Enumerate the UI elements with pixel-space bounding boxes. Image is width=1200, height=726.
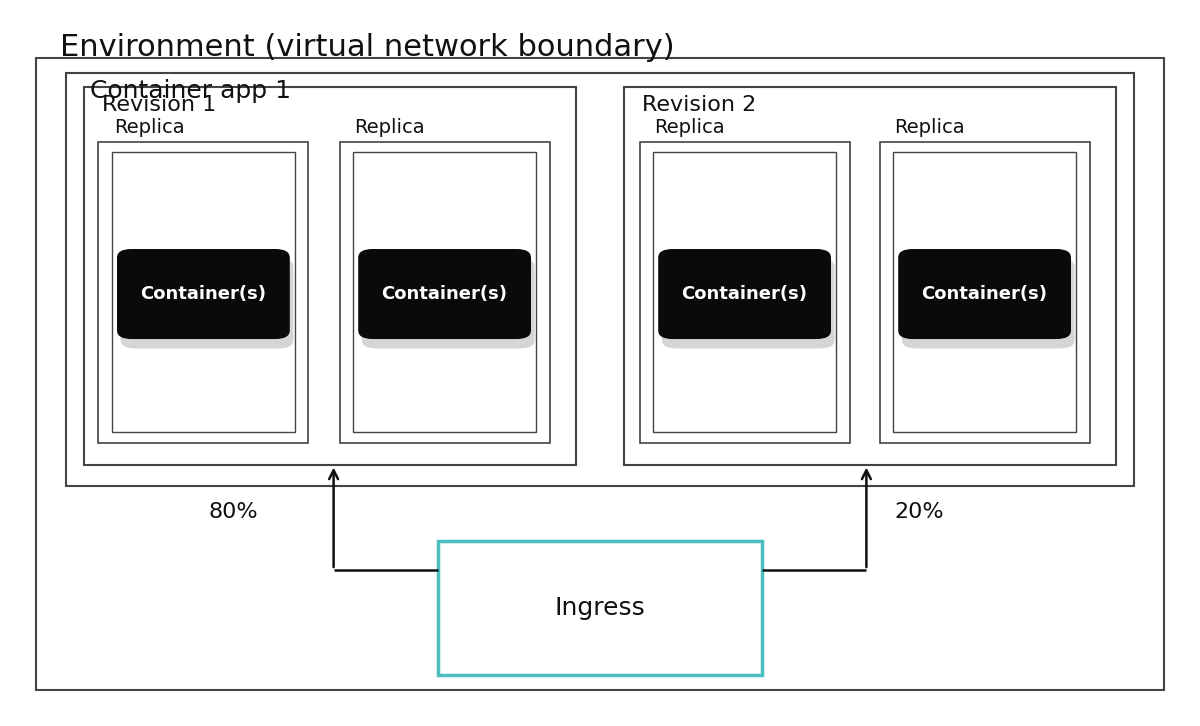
- Bar: [112, 152, 295, 432]
- FancyBboxPatch shape: [362, 258, 535, 348]
- Bar: [98, 142, 308, 443]
- FancyBboxPatch shape: [902, 258, 1075, 348]
- Text: Replica: Replica: [114, 118, 185, 136]
- FancyBboxPatch shape: [662, 258, 835, 348]
- Text: Revision 2: Revision 2: [642, 95, 756, 115]
- FancyBboxPatch shape: [121, 258, 293, 348]
- FancyBboxPatch shape: [658, 249, 830, 339]
- Text: Replica: Replica: [654, 118, 725, 136]
- Text: Container(s): Container(s): [682, 285, 808, 303]
- Text: Replica: Replica: [354, 118, 425, 136]
- Text: Environment (virtual network boundary): Environment (virtual network boundary): [60, 33, 674, 62]
- Bar: [84, 87, 576, 465]
- Bar: [66, 73, 1134, 486]
- Text: Container app 1: Container app 1: [90, 78, 292, 103]
- Text: Container(s): Container(s): [140, 285, 266, 303]
- Bar: [36, 58, 1164, 690]
- Text: Container(s): Container(s): [922, 285, 1048, 303]
- Bar: [438, 541, 762, 675]
- Text: Container(s): Container(s): [382, 285, 508, 303]
- FancyBboxPatch shape: [898, 249, 1072, 339]
- Bar: [340, 142, 550, 443]
- Text: 20%: 20%: [894, 502, 943, 522]
- Text: Ingress: Ingress: [554, 595, 646, 620]
- Text: 80%: 80%: [209, 502, 258, 522]
- FancyBboxPatch shape: [118, 249, 290, 339]
- Bar: [353, 152, 536, 432]
- Bar: [624, 87, 1116, 465]
- Text: Revision 1: Revision 1: [102, 95, 216, 115]
- FancyBboxPatch shape: [358, 249, 530, 339]
- Bar: [880, 142, 1090, 443]
- Bar: [893, 152, 1076, 432]
- Bar: [653, 152, 836, 432]
- Bar: [640, 142, 850, 443]
- Text: Replica: Replica: [894, 118, 965, 136]
